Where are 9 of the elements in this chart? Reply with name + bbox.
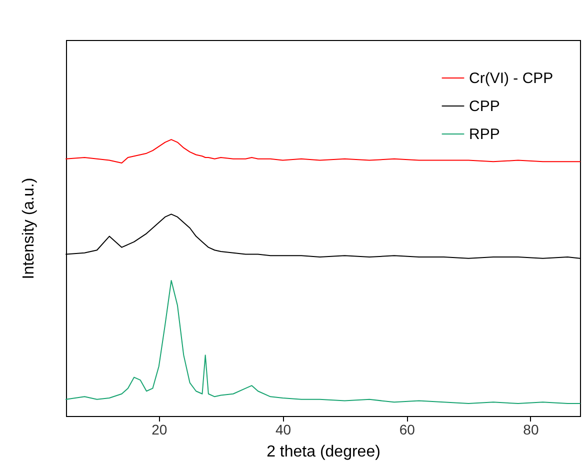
x-tick-label: 60 (399, 422, 416, 438)
legend-label: Cr(VI) - CPP (469, 70, 554, 87)
x-axis-title: 2 theta (degree) (266, 444, 380, 460)
legend-label: CPP (469, 98, 500, 115)
x-tick-label: 80 (523, 422, 539, 438)
legend-label: RPP (469, 126, 500, 143)
x-tick-label: 20 (152, 422, 168, 438)
x-tick-label: 40 (275, 422, 292, 438)
y-axis-title: Intensity (a.u.) (20, 178, 38, 280)
